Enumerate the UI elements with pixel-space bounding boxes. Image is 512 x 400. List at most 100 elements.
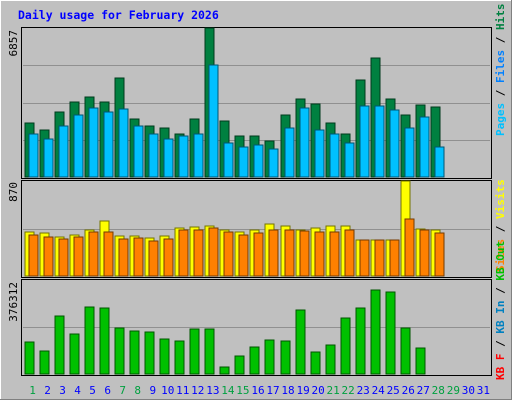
bar-files-day-12 — [193, 133, 204, 178]
bar-kb-out-day-25 — [385, 291, 396, 375]
day-label-26: 26 — [402, 384, 415, 397]
day-label-22: 22 — [341, 384, 354, 397]
day-label-16: 16 — [251, 384, 264, 397]
bar-kb-out-day-1 — [24, 341, 35, 375]
bar-sites-day-15 — [238, 234, 249, 277]
bar-kb-out-day-17 — [264, 339, 275, 375]
bar-kb-out-day-18 — [280, 340, 291, 375]
bar-sites-day-12 — [193, 229, 204, 277]
bar-sites-day-19 — [299, 230, 310, 277]
day-label-30: 30 — [462, 384, 475, 397]
bar-kb-out-day-19 — [295, 309, 306, 375]
day-label-25: 25 — [387, 384, 400, 397]
day-label-13: 13 — [206, 384, 219, 397]
bar-files-day-28 — [434, 146, 445, 178]
kbytes-legend: KB F / KB In / KB Out — [494, 241, 507, 380]
day-label-3: 3 — [59, 384, 66, 397]
bar-sites-day-14 — [223, 231, 234, 277]
bar-files-day-20 — [314, 129, 325, 178]
hits-max-label: 6857 — [7, 30, 20, 57]
bar-files-day-1 — [28, 133, 39, 178]
day-label-19: 19 — [296, 384, 309, 397]
legend-visits: Visits — [494, 179, 507, 219]
day-label-6: 6 — [104, 384, 111, 397]
day-label-15: 15 — [236, 384, 249, 397]
day-label-2: 2 — [44, 384, 51, 397]
bar-files-day-17 — [268, 148, 279, 178]
bar-files-day-4 — [73, 114, 84, 178]
bar-kb-out-day-23 — [355, 307, 366, 375]
bar-files-day-18 — [284, 127, 295, 178]
bar-kb-out-day-9 — [144, 331, 155, 375]
bar-sites-day-17 — [268, 229, 279, 277]
bar-kb-out-day-5 — [84, 306, 95, 375]
bar-files-day-7 — [118, 108, 129, 178]
bar-sites-day-27 — [419, 229, 430, 277]
day-label-31: 31 — [477, 384, 490, 397]
bar-sites-day-11 — [178, 229, 189, 277]
day-label-28: 28 — [432, 384, 445, 397]
legend-sep: / — [494, 281, 507, 301]
bar-sites-day-24 — [374, 239, 385, 277]
bar-files-day-14 — [223, 142, 234, 178]
legend-pages: Pages — [494, 103, 507, 136]
bar-files-day-8 — [133, 125, 144, 178]
bar-kb-out-day-7 — [114, 327, 125, 375]
bar-sites-day-16 — [253, 232, 264, 277]
day-label-12: 12 — [191, 384, 204, 397]
bar-sites-day-23 — [359, 239, 370, 277]
bar-files-day-5 — [88, 107, 99, 178]
day-label-9: 9 — [149, 384, 156, 397]
bar-files-day-9 — [148, 133, 159, 178]
bar-kb-out-day-14 — [219, 366, 230, 375]
visits-max-label: 870 — [7, 182, 20, 202]
legend-kb-out: KB Out — [494, 241, 507, 281]
bar-files-day-15 — [238, 146, 249, 178]
kbytes-max-label: 376312 — [7, 282, 20, 322]
bar-sites-day-3 — [58, 238, 69, 277]
day-label-4: 4 — [74, 384, 81, 397]
day-label-21: 21 — [326, 384, 339, 397]
bar-kb-out-day-2 — [39, 350, 50, 375]
bar-kb-out-day-8 — [129, 330, 140, 375]
bar-files-day-26 — [404, 127, 415, 178]
bar-files-day-13 — [208, 64, 219, 178]
bar-sites-day-25 — [389, 239, 400, 277]
bar-kb-out-day-26 — [400, 327, 411, 375]
legend-hits: Hits — [494, 4, 507, 31]
bar-sites-day-10 — [163, 238, 174, 277]
bar-sites-day-2 — [43, 236, 54, 277]
bar-sites-day-1 — [28, 234, 39, 277]
bar-sites-day-4 — [73, 236, 84, 277]
bar-sites-day-22 — [344, 229, 355, 277]
bar-files-day-6 — [103, 111, 114, 178]
bar-sites-day-8 — [133, 237, 144, 277]
bar-files-day-11 — [178, 135, 189, 178]
bar-sites-day-5 — [88, 231, 99, 277]
bar-sites-day-18 — [284, 229, 295, 277]
bar-files-day-27 — [419, 116, 430, 178]
bar-kb-out-day-6 — [99, 307, 110, 375]
bar-kb-out-day-12 — [189, 328, 200, 375]
bar-sites-day-20 — [314, 231, 325, 277]
day-label-5: 5 — [89, 384, 96, 397]
chart-title: Daily usage for February 2026 — [18, 8, 219, 22]
bar-sites-day-6 — [103, 231, 114, 277]
bar-files-day-2 — [43, 138, 54, 178]
bar-kb-out-day-16 — [249, 346, 260, 375]
bar-kb-out-day-4 — [69, 333, 80, 375]
bar-files-day-10 — [163, 138, 174, 178]
bar-kb-out-day-24 — [370, 289, 381, 375]
bar-sites-day-21 — [329, 231, 340, 277]
bar-files-day-22 — [344, 142, 355, 178]
day-label-17: 17 — [266, 384, 279, 397]
day-label-11: 11 — [176, 384, 189, 397]
day-label-10: 10 — [161, 384, 174, 397]
hits-files-pages-legend: Pages / Files / Hits — [494, 4, 507, 137]
bar-files-day-3 — [58, 125, 69, 178]
day-label-18: 18 — [281, 384, 294, 397]
bar-sites-day-7 — [118, 238, 129, 277]
day-label-8: 8 — [134, 384, 141, 397]
bar-kb-out-day-27 — [415, 347, 426, 375]
bar-kb-out-day-11 — [174, 340, 185, 375]
